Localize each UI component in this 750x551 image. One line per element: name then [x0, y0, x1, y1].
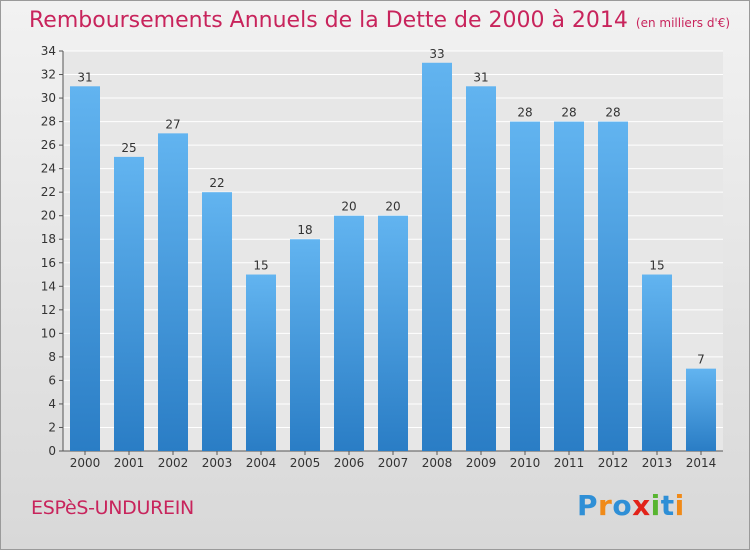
data-label: 20: [341, 200, 356, 214]
data-label: 25: [121, 141, 136, 155]
data-label: 22: [209, 176, 224, 190]
bar-2004: [246, 274, 276, 451]
data-label: 28: [561, 106, 576, 120]
y-tick-label: 24: [41, 162, 56, 176]
y-tick-label: 2: [48, 420, 56, 434]
y-tick-label: 14: [41, 279, 56, 293]
y-tick-label: 20: [41, 209, 56, 223]
y-tick-label: 26: [41, 138, 56, 152]
data-label: 15: [253, 259, 268, 273]
data-label: 28: [517, 106, 532, 120]
y-tick-label: 28: [41, 115, 56, 129]
bar-2011: [554, 121, 584, 452]
x-tick-label: 2002: [158, 456, 189, 470]
x-tick-label: 2013: [642, 456, 673, 470]
bar-2002: [158, 133, 188, 451]
y-tick-label: 0: [48, 444, 56, 458]
data-label: 28: [605, 106, 620, 120]
bar-2001: [114, 156, 144, 451]
y-tick-label: 22: [41, 185, 56, 199]
y-tick-label: 8: [48, 350, 56, 364]
y-tick-label: 10: [41, 326, 56, 340]
y-tick-label: 6: [48, 373, 56, 387]
x-tick-label: 2009: [466, 456, 497, 470]
x-tick-label: 2011: [554, 456, 585, 470]
x-tick-label: 2005: [290, 456, 321, 470]
commune-name: ESPèS-UNDUREIN: [31, 497, 194, 519]
x-tick-label: 2004: [246, 456, 277, 470]
bar-2000: [70, 86, 100, 451]
data-label: 33: [429, 47, 444, 61]
bar-2008: [422, 62, 452, 451]
y-tick-label: 18: [41, 232, 56, 246]
bar-2005: [290, 239, 320, 451]
y-tick-label: 34: [41, 44, 56, 58]
data-label: 7: [697, 353, 705, 367]
data-label: 15: [649, 259, 664, 273]
proxiti-logo: Proxiti: [577, 489, 685, 522]
chart-title: Remboursements Annuels de la Dette de 20…: [29, 8, 730, 33]
bar-2014: [686, 368, 716, 451]
bar-2007: [378, 215, 408, 451]
x-tick-label: 2007: [378, 456, 409, 470]
y-tick-label: 16: [41, 256, 56, 270]
x-tick-label: 2006: [334, 456, 365, 470]
data-label: 31: [77, 70, 92, 84]
bar-2009: [466, 86, 496, 451]
x-tick-label: 2001: [114, 456, 145, 470]
x-tick-label: 2000: [70, 456, 101, 470]
bar-2012: [598, 121, 628, 452]
data-label: 27: [165, 117, 180, 131]
y-tick-label: 30: [41, 91, 56, 105]
x-tick-label: 2014: [686, 456, 717, 470]
x-tick-label: 2010: [510, 456, 541, 470]
bar-2010: [510, 121, 540, 452]
x-tick-label: 2012: [598, 456, 629, 470]
y-tick-label: 12: [41, 303, 56, 317]
data-label: 31: [473, 70, 488, 84]
chart-title-text: Remboursements Annuels de la Dette de 20…: [29, 8, 628, 33]
x-tick-label: 2003: [202, 456, 233, 470]
y-tick-label: 4: [48, 397, 56, 411]
chart-unit: (en milliers d'€): [635, 16, 731, 30]
x-tick-label: 2008: [422, 456, 453, 470]
bar-2006: [334, 215, 364, 451]
data-label: 20: [385, 200, 400, 214]
bar-2013: [642, 274, 672, 451]
data-label: 18: [297, 223, 312, 237]
y-tick-label: 32: [41, 68, 56, 82]
bar-2003: [202, 192, 232, 452]
